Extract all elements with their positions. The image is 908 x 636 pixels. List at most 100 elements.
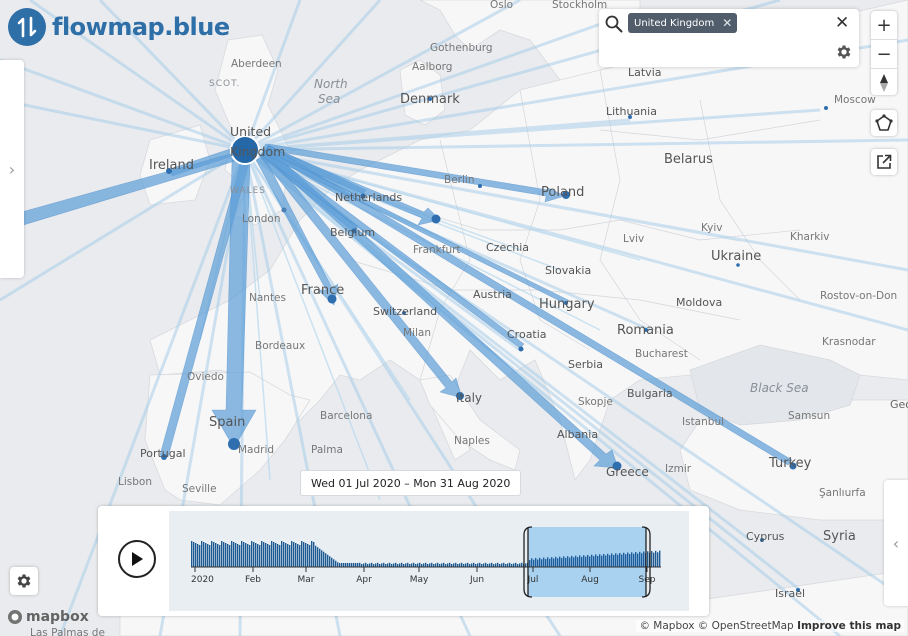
clear-selection-close-icon[interactable]: ✕ — [835, 13, 850, 33]
node-israel — [796, 588, 800, 592]
svg-text:Stockholm: Stockholm — [552, 0, 607, 11]
mapbox-logo[interactable]: mapbox — [7, 609, 89, 625]
improve-map-link[interactable]: Improve this map — [797, 620, 901, 632]
timeline-bar — [429, 563, 431, 567]
timeline-bar — [257, 544, 259, 567]
timeline-bar — [197, 544, 199, 567]
svg-text:Moldova: Moldova — [676, 296, 722, 309]
timeline-bar — [485, 562, 487, 567]
svg-text:Bulgaria: Bulgaria — [627, 387, 673, 400]
timeline-bar — [323, 551, 325, 567]
timeline-bar — [341, 563, 343, 567]
left-panel-toggle[interactable]: › — [0, 60, 24, 278]
timeline-bar — [451, 564, 453, 567]
zoom-out-button[interactable]: − — [871, 40, 897, 69]
timeline-bar — [597, 555, 599, 567]
timeline-bar — [251, 541, 253, 567]
timeline-bar — [303, 542, 305, 567]
close-icon[interactable]: ✕ — [722, 16, 733, 30]
osm-attribution-link[interactable]: © OpenStreetMap — [697, 620, 794, 632]
right-panel-toggle[interactable]: ‹ — [884, 480, 908, 606]
timeline-bar — [651, 551, 653, 567]
timeline-bar — [289, 545, 291, 567]
timeline-bar — [437, 562, 439, 567]
mapbox-attribution-link[interactable]: © Mapbox — [639, 620, 695, 632]
timeline-bar — [617, 554, 619, 567]
selection-start-handle[interactable] — [523, 526, 533, 598]
timeline-bar — [327, 554, 329, 567]
selected-location-chip[interactable]: United Kingdom ✕ — [628, 13, 738, 33]
timeline-bar — [235, 543, 237, 567]
settings-button[interactable] — [10, 567, 38, 595]
timeline-bar — [297, 544, 299, 567]
timeline-bar — [245, 543, 247, 567]
timeline-bar — [647, 551, 649, 567]
play-icon — [132, 552, 143, 566]
gear-icon[interactable] — [835, 43, 853, 61]
timeline-histogram[interactable]: 2020 Feb Mar Apr May Jun Jul Aug Sep — [169, 511, 689, 611]
timeline-bar — [491, 562, 493, 567]
node-balkan — [518, 346, 524, 352]
node-hungary — [564, 301, 568, 305]
timeline-bar — [607, 553, 609, 567]
timeline-bar — [331, 557, 333, 567]
search-icon — [605, 15, 623, 33]
svg-text:Greece: Greece — [606, 465, 649, 479]
timeline-bar — [603, 553, 605, 567]
timeline-bar — [277, 544, 279, 567]
svg-text:Lisbon: Lisbon — [118, 476, 152, 488]
timeline-bar — [517, 564, 519, 567]
app-name: flowmap.blue — [52, 13, 230, 41]
timeline-bar — [615, 553, 617, 567]
timeline-bar — [225, 543, 227, 567]
svg-text:Ukraine: Ukraine — [711, 249, 761, 264]
timeline-bar — [611, 553, 613, 567]
timeline-bar — [563, 556, 565, 567]
timeline-bar — [421, 564, 423, 567]
timeline-bar — [541, 559, 543, 567]
play-button[interactable] — [118, 540, 156, 578]
timeline-track[interactable]: 2020 Feb Mar Apr May Jun Jul Aug Sep — [169, 511, 689, 611]
select-area-button[interactable] — [871, 110, 897, 136]
timeline-bar — [287, 544, 289, 567]
zoom-in-button[interactable]: + — [871, 11, 897, 40]
timeline-bar — [205, 543, 207, 567]
timeline-bar — [639, 551, 641, 567]
timeline-bar — [533, 559, 535, 567]
flow-nodes[interactable] — [161, 97, 828, 592]
timeline-bar — [329, 556, 331, 567]
timeline-bar — [275, 543, 277, 567]
svg-text:SCOT.: SCOT. — [209, 79, 240, 89]
node-moscow — [824, 106, 828, 110]
timeline-bar — [199, 545, 201, 567]
timeline-bar — [233, 542, 235, 567]
timeline-bar — [273, 542, 275, 567]
selection-end-handle[interactable] — [641, 526, 651, 598]
share-button[interactable] — [871, 149, 897, 175]
timeline-month-label: Jun — [469, 575, 484, 585]
timeline-bar — [519, 563, 521, 567]
compass-button[interactable] — [871, 69, 897, 97]
timeline-bar — [539, 557, 541, 567]
location-filter-panel: United Kingdom ✕ ✕ — [599, 9, 859, 67]
svg-text:Netherlands: Netherlands — [335, 191, 402, 204]
timeline-bar — [627, 552, 629, 567]
svg-text:Milan: Milan — [403, 327, 431, 339]
timeline-bar — [389, 562, 391, 567]
timeline-panel: 2020 Feb Mar Apr May Jun Jul Aug Sep — [98, 506, 709, 616]
timeline-bar — [463, 564, 465, 567]
timeline-bar — [559, 556, 561, 567]
timeline-month-label: Aug — [581, 575, 599, 585]
timeline-bar — [365, 562, 367, 567]
timeline-bar — [361, 564, 363, 567]
app-logo[interactable]: flowmap.blue — [8, 8, 230, 46]
timeline-bar — [281, 541, 283, 567]
chevron-right-icon: › — [8, 159, 16, 179]
timeline-bar — [499, 564, 501, 567]
logo-arrows-icon — [8, 8, 46, 46]
timeline-bar — [643, 551, 645, 567]
timeline-bar — [229, 545, 231, 567]
svg-text:Belarus: Belarus — [664, 152, 713, 167]
svg-text:Croatia: Croatia — [507, 328, 547, 341]
timeline-bar — [591, 554, 593, 567]
